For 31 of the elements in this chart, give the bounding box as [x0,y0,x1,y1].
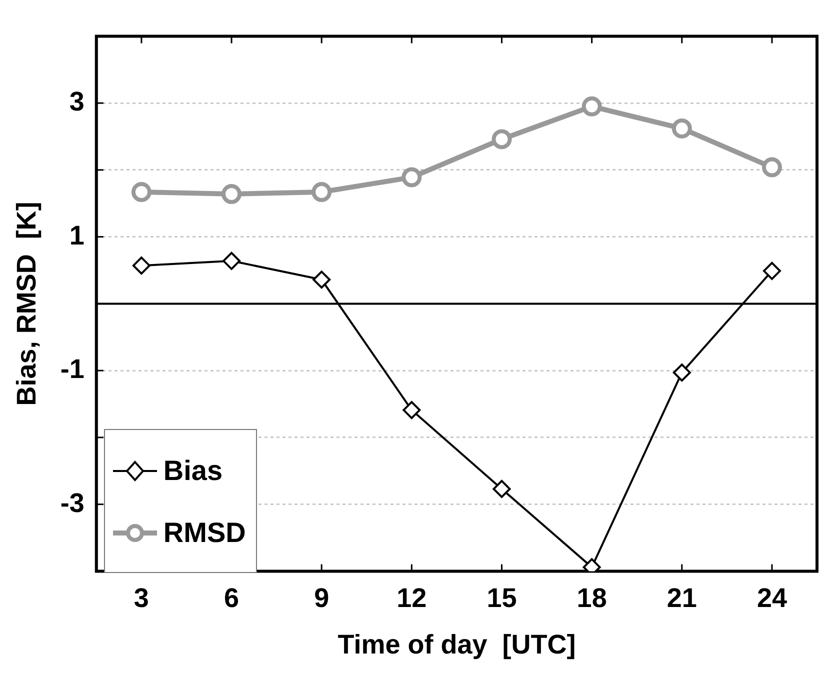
x-tick-label: 6 [224,582,240,613]
point [492,129,512,150]
y-tick-label: 3 [69,86,84,117]
point [492,480,511,498]
x-tick-label: 18 [576,582,607,613]
point [222,184,242,204]
y-tick-label: -3 [60,488,84,518]
y-tick-label: -1 [60,354,84,384]
point [131,182,152,202]
y-tick-label: 1 [69,220,84,250]
x-axis-title: Time of day [UTC] [338,629,576,660]
point [402,167,422,188]
x-tick-label: 15 [486,582,517,613]
point [672,364,691,382]
point [312,270,331,289]
x-tick-label: 24 [756,582,787,613]
y-axis-title: Bias, RMSD [K] [12,202,42,406]
x-tick-label: 21 [666,582,697,613]
point [672,118,692,138]
point [582,96,602,116]
x-tick-label: 12 [396,582,427,613]
point [222,252,241,270]
point [312,182,332,202]
point [132,256,150,275]
point [402,401,421,420]
point [762,262,781,280]
legend-label: RMSD [163,517,246,550]
point [762,157,782,178]
x-tick-label: 3 [134,582,149,613]
x-tick-label: 9 [314,582,330,613]
legend-label: Bias [163,455,223,488]
